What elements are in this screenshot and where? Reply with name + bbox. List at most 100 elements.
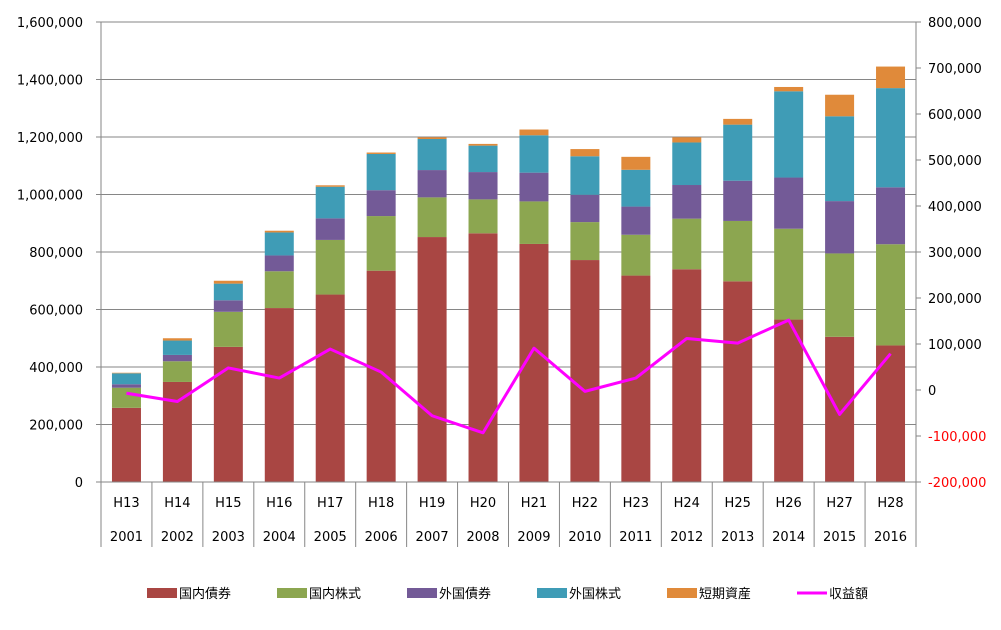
x-year-label: 2007 [416, 530, 449, 545]
bar-segment [468, 172, 498, 200]
bar-segment [621, 156, 651, 170]
bar-segment [366, 190, 396, 217]
bar-segment [825, 201, 855, 254]
bar-segment [417, 197, 447, 238]
bar-segment [876, 187, 906, 245]
bar-segment [468, 145, 498, 173]
bar-segment [570, 149, 600, 157]
bar-segment [264, 271, 294, 309]
x-year-label: 2011 [619, 530, 652, 545]
bar-segment [213, 280, 243, 284]
bar-segment [468, 233, 498, 482]
x-year-label: 2012 [670, 530, 703, 545]
bar-segment [417, 237, 447, 482]
bar-segment [315, 294, 345, 482]
x-year-label: 2002 [161, 530, 194, 545]
bar-segment [621, 234, 651, 276]
bar-segment [264, 232, 294, 256]
x-era-label: H14 [164, 496, 190, 511]
bar-segment [621, 169, 651, 207]
x-era-label: H18 [368, 496, 394, 511]
bar-segment [825, 336, 855, 482]
bar-segment [162, 381, 192, 482]
legend-swatch [537, 588, 567, 598]
x-year-label: 2008 [466, 530, 499, 545]
bar-segment [111, 373, 141, 385]
legend-swatch [147, 588, 177, 598]
legend-swatch [277, 588, 307, 598]
bar-segment [519, 129, 549, 136]
bar-segment [366, 216, 396, 271]
legend-label: 国内債券 [179, 586, 231, 602]
bar-segment [876, 244, 906, 346]
x-year-label: 2005 [314, 530, 347, 545]
y-left-tick-label: 1,000,000 [17, 189, 83, 204]
bar-segment [315, 218, 345, 240]
y-right-tick-label: 700,000 [928, 62, 982, 77]
y-right-tick-label: 400,000 [928, 200, 982, 215]
y-right-tick-label: 100,000 [928, 338, 982, 353]
bar-segment [519, 201, 549, 244]
y-right-tick-label: -200,000 [928, 476, 986, 491]
y-left-tick-label: 0 [75, 476, 83, 491]
bar-segment [468, 199, 498, 234]
bar-segment [162, 338, 192, 341]
legend: 国内債券 国内株式 外国債券 外国株式 短期資産 収益額 [147, 586, 868, 602]
bar-segment [111, 387, 141, 408]
bar-segment [774, 177, 804, 229]
bar-segment [315, 186, 345, 219]
x-era-label: H25 [725, 496, 751, 511]
x-era-label: H17 [317, 496, 343, 511]
bar-segment [672, 142, 702, 186]
bar-segment [315, 185, 345, 187]
bar-segment [570, 222, 600, 261]
x-year-label: 2013 [721, 530, 754, 545]
bar-segment [672, 269, 702, 482]
bar-segment [825, 94, 855, 117]
y-left-tick-label: 200,000 [29, 419, 83, 434]
x-era-label: H16 [266, 496, 292, 511]
y-right-tick-label: 500,000 [928, 154, 982, 169]
bar-segment [162, 361, 192, 382]
bar-segment [264, 308, 294, 482]
x-year-label: 2015 [823, 530, 856, 545]
bar-segment [672, 218, 702, 270]
bar-segment [621, 206, 651, 235]
x-era-label: H13 [113, 496, 139, 511]
bar-segment [111, 384, 141, 388]
y-axis-right: -200,000 -100,000 0 100,000 200,000 300,000 40… [916, 16, 986, 491]
legend-label: 国内株式 [309, 586, 361, 602]
legend-swatch [407, 588, 437, 598]
x-year-label: 2016 [874, 530, 907, 545]
y-right-tick-label: 300,000 [928, 246, 982, 261]
bar-segment [570, 156, 600, 195]
x-era-label: H26 [775, 496, 801, 511]
x-year-label: 2014 [772, 530, 805, 545]
bar-segment [213, 311, 243, 347]
y-left-tick-label: 800,000 [29, 246, 83, 261]
bar-segment [825, 116, 855, 202]
bar-segment [774, 91, 804, 178]
bar-segment [672, 137, 702, 143]
legend-label: 収益額 [829, 587, 868, 602]
y-left-tick-label: 1,600,000 [17, 16, 83, 31]
y-right-tick-label: 600,000 [928, 108, 982, 123]
bar-segment [876, 88, 906, 188]
bar-segment [111, 407, 141, 482]
bar-segment [519, 135, 549, 173]
bar-segment [213, 283, 243, 301]
x-year-label: 2003 [212, 530, 245, 545]
y-left-tick-label: 400,000 [29, 361, 83, 376]
y-right-tick-label: 800,000 [928, 16, 982, 31]
x-era-label: H20 [470, 496, 496, 511]
bar-segment [264, 255, 294, 272]
y-right-tick-label: 0 [928, 384, 936, 399]
x-era-label: H15 [215, 496, 241, 511]
x-year-label: 2004 [263, 530, 296, 545]
income-line [126, 318, 892, 435]
y-axis-left: 0 200,000 400,000 600,000 800,000 1,000,000 1,… [17, 16, 101, 491]
bar-segment [315, 239, 345, 295]
x-axis: H13 2001 H14 2002 H15 2003 H16 2004 H17 2005 H18 20… [100, 482, 917, 547]
x-era-label: H19 [419, 496, 445, 511]
